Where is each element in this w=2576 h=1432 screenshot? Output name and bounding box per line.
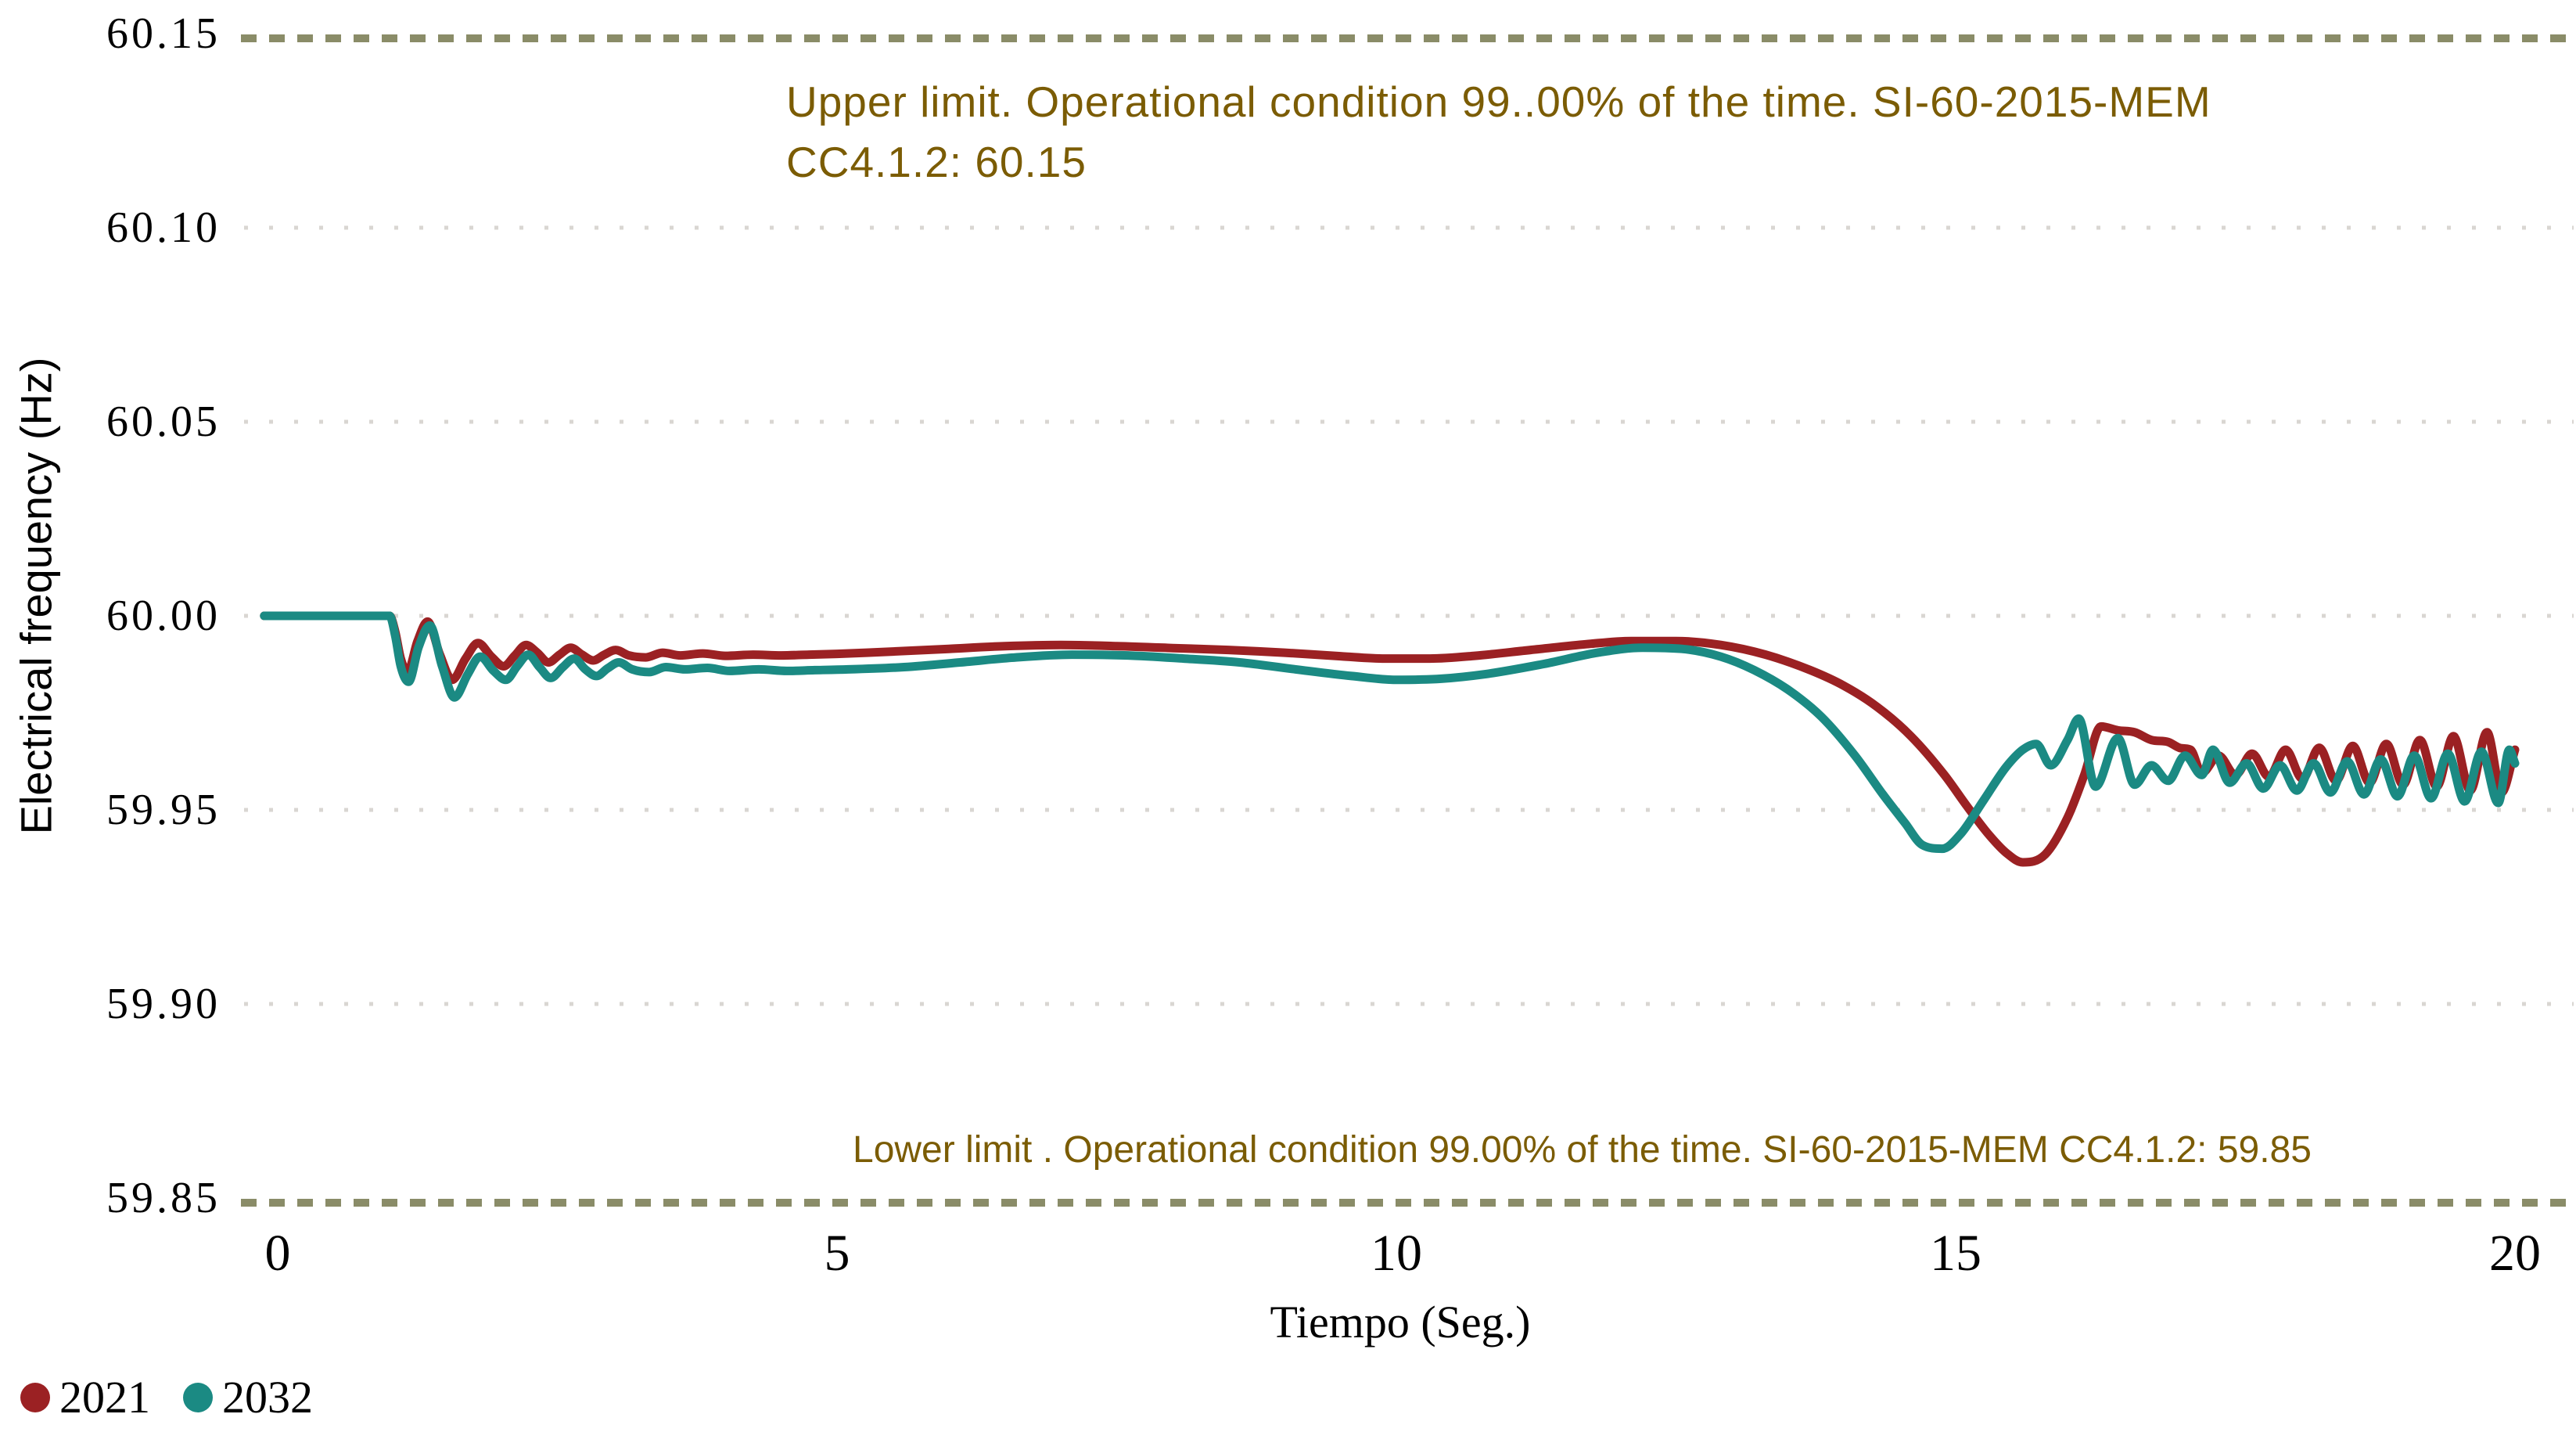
x-tick-label-10: 10 bbox=[1371, 1225, 1422, 1282]
y-tick-label-59.85: 59.85 bbox=[106, 1174, 221, 1222]
x-axis-title: Tiempo (Seg.) bbox=[1270, 1297, 1531, 1347]
upper-limit-annotation-line2: CC4.1.2: 60.15 bbox=[786, 138, 1087, 186]
x-tick-label-5: 5 bbox=[824, 1225, 850, 1282]
x-tick-label-0: 0 bbox=[264, 1225, 291, 1282]
y-tick-label-59.95: 59.95 bbox=[106, 786, 221, 834]
legend-dot-2032 bbox=[183, 1382, 213, 1412]
legend: 2021 2032 bbox=[20, 1371, 346, 1423]
y-tick-label-60.10: 60.10 bbox=[106, 203, 221, 252]
y-tick-label-59.90: 59.90 bbox=[106, 980, 221, 1028]
series-line-2032 bbox=[260, 611, 2520, 854]
legend-label-2032: 2032 bbox=[222, 1372, 313, 1423]
legend-label-2021: 2021 bbox=[59, 1372, 150, 1423]
upper-limit-annotation-line1: Upper limit. Operational condition 99..0… bbox=[786, 77, 2211, 126]
upper-limit-annotation: Upper limit. Operational condition 99..0… bbox=[786, 72, 2211, 192]
y-tick-label-60.15: 60.15 bbox=[106, 9, 221, 58]
legend-item-2021: 2021 bbox=[20, 1371, 150, 1423]
legend-dot-2021 bbox=[20, 1382, 50, 1412]
y-tick-label-60.05: 60.05 bbox=[106, 398, 221, 446]
x-tick-label-15: 15 bbox=[1930, 1225, 1981, 1282]
lower-limit-annotation: Lower limit . Operational condition 99.0… bbox=[853, 1129, 2312, 1171]
x-tick-label-20: 20 bbox=[2489, 1225, 2541, 1282]
y-tick-label-60.00: 60.00 bbox=[106, 592, 221, 640]
series-line-2021 bbox=[260, 611, 2520, 867]
legend-item-2032: 2032 bbox=[183, 1371, 313, 1423]
